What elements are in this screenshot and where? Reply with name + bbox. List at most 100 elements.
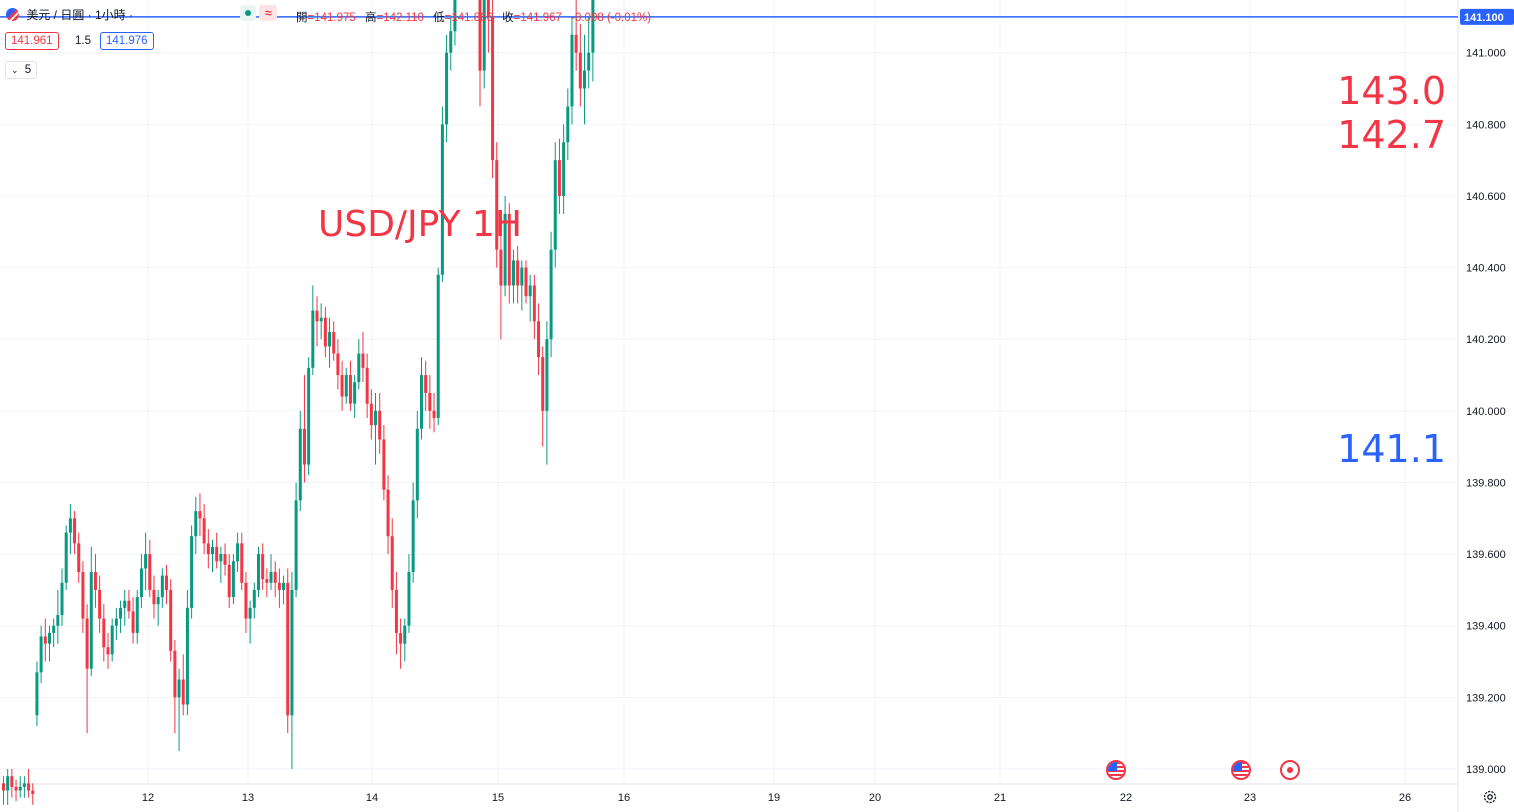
candle-body[interactable] [495, 160, 499, 250]
candle-body[interactable] [6, 776, 10, 791]
candle-body[interactable] [81, 572, 85, 619]
candle-body[interactable] [424, 375, 428, 393]
plot-area[interactable] [0, 0, 1458, 784]
candle-body[interactable] [273, 572, 277, 583]
indicators-toggle[interactable]: ⌄ 5 [5, 61, 38, 79]
event-dot-icon[interactable] [1280, 760, 1300, 780]
candle-body[interactable] [173, 650, 177, 698]
candle-body[interactable] [420, 375, 423, 429]
candle-body[interactable] [428, 392, 432, 411]
candle-body[interactable] [541, 357, 545, 411]
candle-body[interactable] [478, 0, 482, 71]
candle-body[interactable] [231, 561, 235, 598]
candle-body[interactable] [290, 589, 294, 716]
candle-body[interactable] [491, 16, 495, 161]
candle-body[interactable] [323, 317, 327, 347]
candle-body[interactable] [516, 260, 520, 286]
candle-body[interactable] [369, 403, 373, 426]
candle-body[interactable] [399, 632, 403, 644]
candle-body[interactable] [47, 632, 51, 644]
candle-body[interactable] [10, 776, 14, 787]
candle-body[interactable] [390, 536, 394, 590]
candle-body[interactable] [557, 160, 561, 196]
candle-body[interactable] [181, 679, 185, 705]
candle-body[interactable] [22, 783, 26, 787]
candle-body[interactable] [445, 52, 449, 125]
candle-body[interactable] [185, 607, 189, 705]
candle-body[interactable] [549, 249, 553, 340]
candle-body[interactable] [570, 34, 574, 107]
us-flag-icon[interactable] [1231, 760, 1251, 780]
candle-body[interactable] [265, 579, 269, 583]
candle-body[interactable] [39, 636, 43, 673]
candle-body[interactable] [215, 546, 219, 562]
candle-body[interactable] [532, 285, 536, 322]
candle-body[interactable] [453, 0, 457, 32]
candle-body[interactable] [348, 375, 352, 404]
candle-body[interactable] [332, 332, 336, 354]
candle-body[interactable] [587, 52, 591, 71]
candle-body[interactable] [520, 267, 524, 286]
candle-body[interactable] [328, 332, 332, 347]
candle-body[interactable] [307, 367, 311, 465]
candle-body[interactable] [319, 317, 323, 322]
candle-body[interactable] [110, 625, 114, 655]
candle-body[interactable] [135, 597, 139, 633]
candle-body[interactable] [411, 500, 415, 573]
candle-body[interactable] [566, 106, 570, 143]
candle-body[interactable] [177, 679, 181, 698]
candle-body[interactable] [499, 249, 503, 286]
candle-body[interactable] [403, 625, 407, 644]
candle-body[interactable] [169, 589, 173, 651]
candle-body[interactable] [240, 543, 244, 583]
candle-body[interactable] [73, 518, 77, 544]
candle-body[interactable] [562, 142, 566, 196]
candle-body[interactable] [365, 367, 369, 404]
candle-body[interactable] [2, 783, 5, 791]
waves-icon[interactable]: ≈ [259, 5, 278, 21]
candle-body[interactable] [144, 554, 148, 569]
candle-body[interactable] [127, 600, 131, 612]
candle-body[interactable] [353, 382, 357, 404]
candle-body[interactable] [298, 428, 302, 501]
candle-body[interactable] [261, 554, 265, 580]
symbol-legend[interactable]: 美元 / 日圓 · 1小時 · [6, 6, 133, 23]
candle-body[interactable] [277, 582, 281, 590]
candle-body[interactable] [35, 672, 39, 716]
candle-body[interactable] [119, 607, 123, 619]
candle-body[interactable] [311, 310, 315, 368]
candle-body[interactable] [148, 554, 152, 590]
candle-body[interactable] [432, 410, 436, 419]
candle-body[interactable] [89, 572, 93, 669]
candle-body[interactable] [68, 518, 72, 533]
candle-body[interactable] [574, 34, 578, 53]
candle-body[interactable] [336, 353, 340, 376]
candle-body[interactable] [31, 790, 35, 795]
candle-body[interactable] [524, 267, 528, 297]
candle-body[interactable] [374, 410, 378, 426]
candle-body[interactable] [286, 582, 290, 716]
candle-body[interactable] [152, 589, 156, 605]
candle-body[interactable] [545, 339, 549, 411]
candle-body[interactable] [64, 532, 68, 583]
candle-body[interactable] [202, 518, 206, 544]
candle-body[interactable] [27, 783, 31, 791]
candle-body[interactable] [244, 582, 248, 619]
candle-body[interactable] [361, 353, 365, 368]
candle-body[interactable] [407, 572, 411, 626]
candle-body[interactable] [503, 213, 507, 286]
candle-body[interactable] [43, 636, 47, 644]
candle-body[interactable] [211, 546, 214, 555]
candle-body[interactable] [206, 543, 210, 555]
candle-body[interactable] [382, 439, 386, 490]
candle-body[interactable] [194, 511, 198, 537]
candle-body[interactable] [93, 572, 97, 590]
candle-body[interactable] [394, 589, 398, 633]
candle-body[interactable] [440, 124, 444, 275]
candle-body[interactable] [386, 489, 390, 537]
gear-icon[interactable] [1482, 789, 1498, 805]
candle-body[interactable] [248, 607, 252, 619]
candle-body[interactable] [156, 597, 160, 605]
candle-body[interactable] [114, 618, 118, 626]
buy-button[interactable]: 141.976 [100, 32, 154, 50]
